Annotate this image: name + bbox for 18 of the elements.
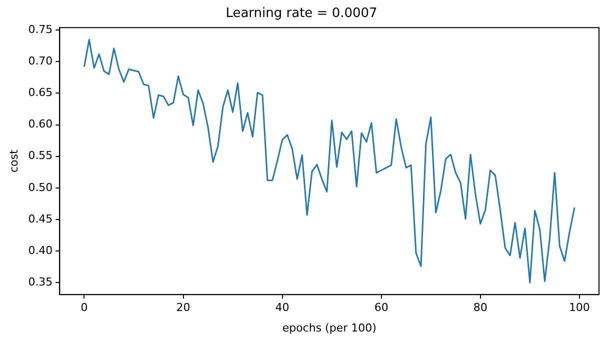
x-tick-label: 20 <box>176 301 190 314</box>
y-tick-label: 0.40 <box>28 244 53 257</box>
y-tick-label: 0.60 <box>28 118 53 131</box>
y-tick-label: 0.35 <box>28 275 53 288</box>
x-tick-label: 80 <box>473 301 488 314</box>
y-tick-label: 0.65 <box>28 86 53 100</box>
x-tick-label: 40 <box>275 301 290 314</box>
y-tick-label: 0.50 <box>28 180 53 194</box>
y-tick-label: 0.75 <box>28 22 53 36</box>
chart-title: Learning rate = 0.0007 <box>226 6 378 22</box>
x-axis-title: epochs (per 100) <box>282 321 376 334</box>
y-tick-label: 0.70 <box>28 54 53 68</box>
y-axis-title: cost <box>7 149 20 173</box>
y-tick-label: 0.45 <box>28 212 53 226</box>
y-tick-label: 0.55 <box>28 149 53 162</box>
x-tick-label: 100 <box>568 301 590 314</box>
x-tick-label: 60 <box>374 301 388 314</box>
x-tick-label: 0 <box>80 301 88 314</box>
